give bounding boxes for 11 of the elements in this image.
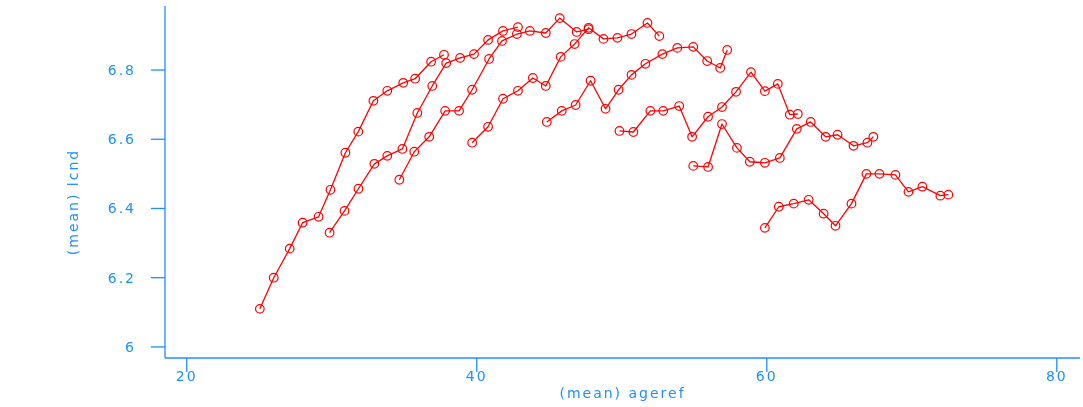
y-tick-label: 6.6 — [107, 131, 136, 148]
x-tick-label: 80 — [1045, 368, 1068, 384]
x-axis-title: (mean) ageref — [559, 385, 686, 401]
y-tick-label: 6.4 — [107, 200, 136, 217]
x-tick-label: 40 — [465, 368, 488, 384]
y-tick-label: 6 — [125, 338, 136, 355]
x-tick-label: 60 — [755, 368, 778, 384]
y-tick-label: 6.8 — [107, 61, 136, 78]
y-tick-label: 6.2 — [107, 269, 136, 286]
x-tick-label: 20 — [175, 368, 198, 384]
y-axis-title: (mean) lcnd — [65, 148, 81, 256]
